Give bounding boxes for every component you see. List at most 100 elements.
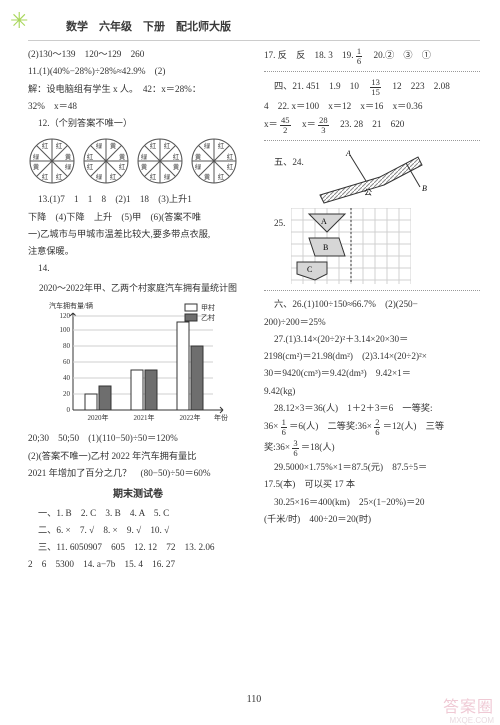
txt: 17. 反 反 18. 3 19. (264, 50, 356, 60)
line: 17. 反 反 18. 3 19. 16 20.② ③ ① (264, 47, 480, 65)
svg-text:120: 120 (59, 312, 70, 320)
line: 2 6 5300 14. a−7b 15. 4 16. 27 (28, 557, 248, 571)
fraction: 283 (318, 116, 329, 134)
line: 4 22. x＝100 x＝12 x＝16 x＝0.36 (264, 99, 480, 113)
star-deco: ✳︎ (10, 10, 28, 32)
svg-text:黄: 黄 (141, 162, 147, 171)
svg-text:B: B (422, 184, 427, 193)
fraction: 26 (374, 418, 380, 436)
svg-text:0: 0 (66, 406, 70, 414)
svg-text:黄: 黄 (195, 152, 201, 161)
svg-text:红: 红 (227, 152, 234, 161)
line: 奖:36× 36 ＝18(人) (264, 439, 480, 457)
svg-text:黄: 黄 (173, 162, 179, 171)
txt: 12 223 2.08 (383, 81, 450, 91)
line: 11.(1)(40%−28%)÷28%≈42.9% (2) (28, 64, 248, 78)
fig24-diagram: 公 A B (310, 147, 430, 205)
dotted-rule (264, 290, 480, 291)
svg-text:乙村: 乙村 (201, 313, 215, 322)
svg-text:汽车拥有量/辆: 汽车拥有量/辆 (49, 301, 93, 310)
txt: x＝ (293, 119, 316, 129)
fraction: 16 (281, 418, 287, 436)
wheel-icon: 红红红红 黄绿黄绿 (190, 137, 238, 185)
txt: x＝ (264, 119, 278, 129)
line: 200)÷200＝25% (264, 315, 480, 329)
line: 2021 年增加了百分之几？ (80−50)÷50＝60% (28, 466, 248, 480)
line: 9.42(kg) (264, 384, 480, 398)
svg-text:红: 红 (87, 152, 94, 161)
line: 13.(1)7 1 1 8 (2)1 18 (3)上升1 (28, 192, 248, 206)
txt: ＝12(人) 三等 (383, 421, 444, 431)
svg-text:红: 红 (56, 172, 63, 181)
txt: 20.② ③ ① (364, 50, 431, 60)
line: 一、1. B 2. C 3. B 4. A 5. C (28, 506, 248, 520)
final-test-heading: 期末测试卷 (28, 487, 248, 503)
svg-text:绿: 绿 (96, 172, 103, 181)
line: 20;30 50;50 (1)(110−50)÷50＝120% (28, 431, 248, 445)
label: 五、24. (264, 147, 304, 205)
line: 2198(cm²)＝21.98(dm²) (2)3.14×(20÷2)²× (264, 349, 480, 363)
line: 28.12×3＝36(人) 1＋2＋3＝6 一等奖: (264, 401, 480, 415)
svg-text:红: 红 (110, 172, 117, 181)
fraction: 16 (356, 47, 362, 65)
line: (千米/时) 400÷20＝20(时) (264, 512, 480, 526)
line: (2)130～139 120～129 260 (28, 47, 248, 61)
svg-text:20: 20 (63, 390, 71, 398)
fig25-row: 25. A B C (264, 208, 480, 284)
fig24-row: 五、24. 公 A B (264, 147, 480, 205)
txt: ＝6(人) 二等奖:36× (289, 421, 372, 431)
right-column: 17. 反 反 18. 3 19. 16 20.② ③ ① 四、21. 451 … (260, 47, 480, 688)
wheel-icon: 黄黄红红 绿红红绿 (82, 137, 130, 185)
svg-text:红: 红 (227, 162, 234, 171)
svg-text:红: 红 (164, 141, 171, 150)
svg-text:100: 100 (59, 326, 70, 334)
svg-text:绿: 绿 (96, 141, 103, 150)
svg-text:黄: 黄 (65, 152, 71, 161)
page-header: 数学 六年级 下册 配北师大版 (28, 18, 480, 34)
svg-text:绿: 绿 (33, 152, 40, 161)
svg-text:红: 红 (42, 172, 49, 181)
line: 29.5000×1.75%×1＝87.5(元) 87.5÷5＝ (264, 460, 480, 474)
dotted-rule (264, 71, 480, 72)
page-number: 110 (28, 688, 480, 725)
txt: ＝18(人) (301, 442, 335, 452)
line: 30＝9420(cm³)＝9.42(dm³) 9.42×1＝ (264, 366, 480, 380)
line: 下降 (4)下降 上升 (5)甲 (6)(答案不唯 (28, 210, 248, 224)
svg-text:A: A (345, 149, 351, 158)
svg-text:A: A (321, 217, 327, 226)
svg-text:绿: 绿 (65, 162, 72, 171)
svg-text:80: 80 (63, 342, 71, 350)
line: x＝ 452 x＝ 283 23. 28 21 620 (264, 116, 480, 134)
line: 27.(1)3.14×(20÷2)²＋3.14×20×30＝ (264, 332, 480, 346)
svg-text:黄: 黄 (204, 172, 210, 181)
svg-text:2022年: 2022年 (179, 413, 200, 422)
bar-chart: 汽车拥有量/辆 02040 6080100120 (28, 298, 248, 428)
svg-text:红: 红 (87, 162, 94, 171)
svg-text:绿: 绿 (164, 172, 171, 181)
fraction: 1315 (370, 78, 381, 96)
svg-text:2020年: 2020年 (87, 413, 108, 422)
svg-text:红: 红 (150, 172, 157, 181)
line: 14. (28, 261, 248, 275)
svg-text:红: 红 (218, 172, 225, 181)
watermark-sub: MXQE.COM (450, 716, 494, 725)
line: (2)(答案不唯一)乙村 2022 年汽车拥有量比 (28, 449, 248, 463)
txt: 23. 28 21 620 (331, 119, 405, 129)
chart-title: 2020～2022年甲、乙两个村家庭汽车拥有量统计图 (28, 282, 248, 296)
line: 32% x＝48 (28, 99, 248, 113)
wheel-icon: 红红黄绿 红黄绿红 (136, 137, 184, 185)
line: 四、21. 451 1.9 10 1315 12 223 2.08 (264, 78, 480, 96)
dotted-rule (264, 140, 480, 141)
txt: 36× (264, 421, 278, 431)
svg-text:红: 红 (42, 141, 49, 150)
fraction: 36 (292, 439, 298, 457)
line: 一)乙城市与甲城市温差比较大,要多带点衣服, (28, 227, 248, 241)
line: 36× 16 ＝6(人) 二等奖:36× 26 ＝12(人) 三等 (264, 418, 480, 436)
svg-text:公: 公 (364, 188, 372, 197)
fig25-grid: A B C (291, 208, 411, 284)
header-rule (28, 40, 480, 41)
label: 25. (264, 208, 285, 284)
svg-text:B: B (323, 243, 328, 252)
svg-text:红: 红 (56, 141, 63, 150)
two-columns: (2)130～139 120～129 260 11.(1)(40%−28%)÷2… (28, 47, 480, 688)
